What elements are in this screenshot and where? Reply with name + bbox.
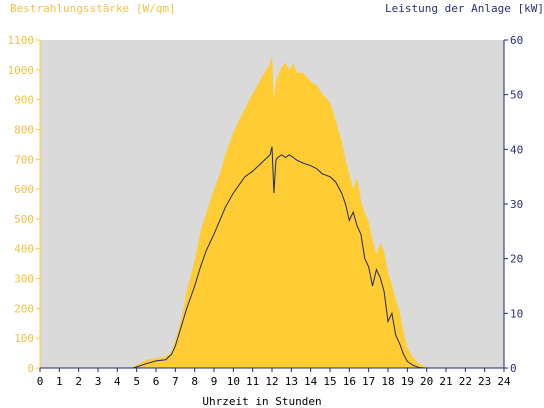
left-tick-label: 300 xyxy=(14,273,34,286)
left-axis-title: Bestrahlungsstärke [W/qm] xyxy=(10,2,176,15)
right-tick-label: 10 xyxy=(510,307,523,320)
left-tick-label: 200 xyxy=(14,302,34,315)
x-tick-label: 5 xyxy=(133,375,140,388)
x-tick-label: 0 xyxy=(37,375,44,388)
x-tick-label: 1 xyxy=(56,375,63,388)
x-tick-label: 3 xyxy=(95,375,102,388)
right-tick-label: 0 xyxy=(510,362,517,375)
x-tick-label: 21 xyxy=(439,375,452,388)
x-tick-label: 4 xyxy=(114,375,121,388)
x-tick-label: 7 xyxy=(172,375,179,388)
x-tick-label: 14 xyxy=(304,375,318,388)
left-tick-label: 900 xyxy=(14,94,34,107)
left-tick-label: 1100 xyxy=(8,34,35,47)
x-tick-label: 2 xyxy=(75,375,82,388)
x-tick-label: 9 xyxy=(211,375,218,388)
x-tick-label: 16 xyxy=(343,375,356,388)
x-tick-label: 20 xyxy=(420,375,433,388)
right-tick-label: 60 xyxy=(510,34,523,47)
x-tick-label: 11 xyxy=(246,375,259,388)
left-tick-label: 400 xyxy=(14,243,34,256)
x-tick-label: 19 xyxy=(401,375,414,388)
x-tick-label: 13 xyxy=(285,375,298,388)
right-axis-title: Leistung der Anlage [kW] xyxy=(385,2,544,15)
power-line xyxy=(40,146,504,369)
x-tick-label: 6 xyxy=(153,375,160,388)
right-tick-label: 20 xyxy=(510,253,523,266)
x-axis-title: Uhrzeit in Stunden xyxy=(202,395,321,408)
x-tick-label: 12 xyxy=(265,375,278,388)
left-tick-label: 0 xyxy=(27,362,34,375)
right-tick-label: 30 xyxy=(510,198,523,211)
x-tick-label: 18 xyxy=(381,375,394,388)
power-line-layer xyxy=(40,146,504,369)
x-tick-label: 23 xyxy=(478,375,491,388)
axes-layer: 0100200300400500600700800900100011000102… xyxy=(8,34,524,388)
x-tick-label: 24 xyxy=(497,375,511,388)
x-tick-label: 22 xyxy=(459,375,472,388)
right-tick-label: 40 xyxy=(510,143,523,156)
irradiance-area xyxy=(40,54,504,369)
x-tick-label: 8 xyxy=(191,375,198,388)
x-tick-label: 10 xyxy=(227,375,240,388)
left-tick-label: 800 xyxy=(14,123,34,136)
left-tick-label: 500 xyxy=(14,213,34,226)
left-tick-label: 700 xyxy=(14,153,34,166)
right-tick-label: 50 xyxy=(510,89,523,102)
left-tick-label: 1000 xyxy=(8,64,35,77)
left-tick-label: 100 xyxy=(14,332,34,345)
irradiance-area-layer xyxy=(40,54,504,369)
x-tick-label: 17 xyxy=(362,375,375,388)
x-tick-label: 15 xyxy=(323,375,336,388)
left-tick-label: 600 xyxy=(14,183,34,196)
